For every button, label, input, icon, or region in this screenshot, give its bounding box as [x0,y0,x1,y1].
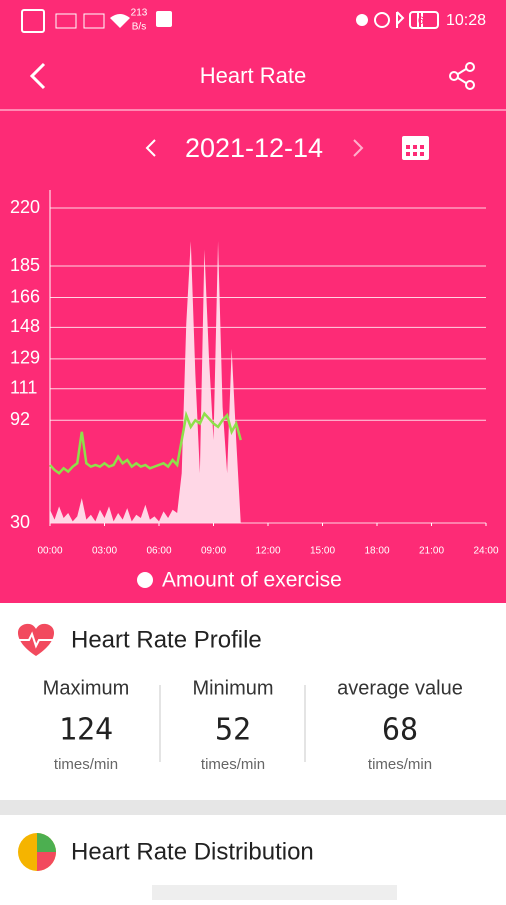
stat-label: Maximum [43,677,130,699]
share-button[interactable] [449,62,475,90]
y-tick-label: 30 [10,512,30,532]
legend-marker [137,572,153,588]
x-tick-label: 03:00 [92,546,117,557]
plot: 30 92 111 129 148 166 185 220 00:00 03:00 06:00 09:… [10,190,499,557]
exercise-area [50,241,241,523]
x-tick-label: 21:00 [419,546,444,557]
stat-value: 52 [215,713,251,748]
distribution-bar [152,885,397,900]
y-tick-label: 148 [10,316,40,336]
distribution-title: Heart Rate Distribution [71,838,314,865]
date: 2021-12-14 [185,133,323,163]
x-tick-label: 00:00 [37,546,62,557]
battery-level: 67 [418,15,430,27]
y-tick-label: 220 [10,197,40,217]
y-tick-label: 166 [10,286,40,306]
y-tick-label: 185 [10,255,40,275]
stat-unit: times/min [368,756,432,773]
stat-label: average value [337,677,463,699]
stat-unit: times/min [54,756,118,773]
stat-value: 124 [59,713,113,748]
stat-label: Minimum [192,677,273,699]
back-button[interactable] [29,62,46,90]
stats: Maximum 124 times/min Minimum 52 times/min ave… [43,677,463,773]
status-icons [21,9,439,33]
section-gap [0,800,506,815]
prev-day[interactable] [145,139,156,157]
heart-rate-line [49,410,242,475]
y-tick-label: 111 [10,377,37,397]
stat-value: 68 [382,713,418,748]
pink-panel [0,0,506,603]
x-tick-label: 24:00 [473,546,498,557]
calendar-button[interactable] [402,136,429,160]
x-tick-label: 09:00 [201,546,226,557]
profile-title: Heart Rate Profile [71,626,262,653]
y-tick-label: 92 [10,409,30,429]
clock: 10:28 [446,12,486,29]
header-title: Heart Rate [200,63,306,88]
x-tick-label: 12:00 [255,546,280,557]
x-tick-label: 06:00 [146,546,171,557]
net-speed: 213 [131,8,148,19]
net-speed-unit: B/s [132,22,146,33]
x-tick-label: 15:00 [310,546,335,557]
next-day[interactable] [353,139,364,157]
stat-unit: times/min [201,756,265,773]
y-tick-label: 129 [10,348,40,368]
x-tick-label: 18:00 [364,546,389,557]
heart-icon [17,623,55,656]
legend-label: Amount of exercise [162,569,342,592]
